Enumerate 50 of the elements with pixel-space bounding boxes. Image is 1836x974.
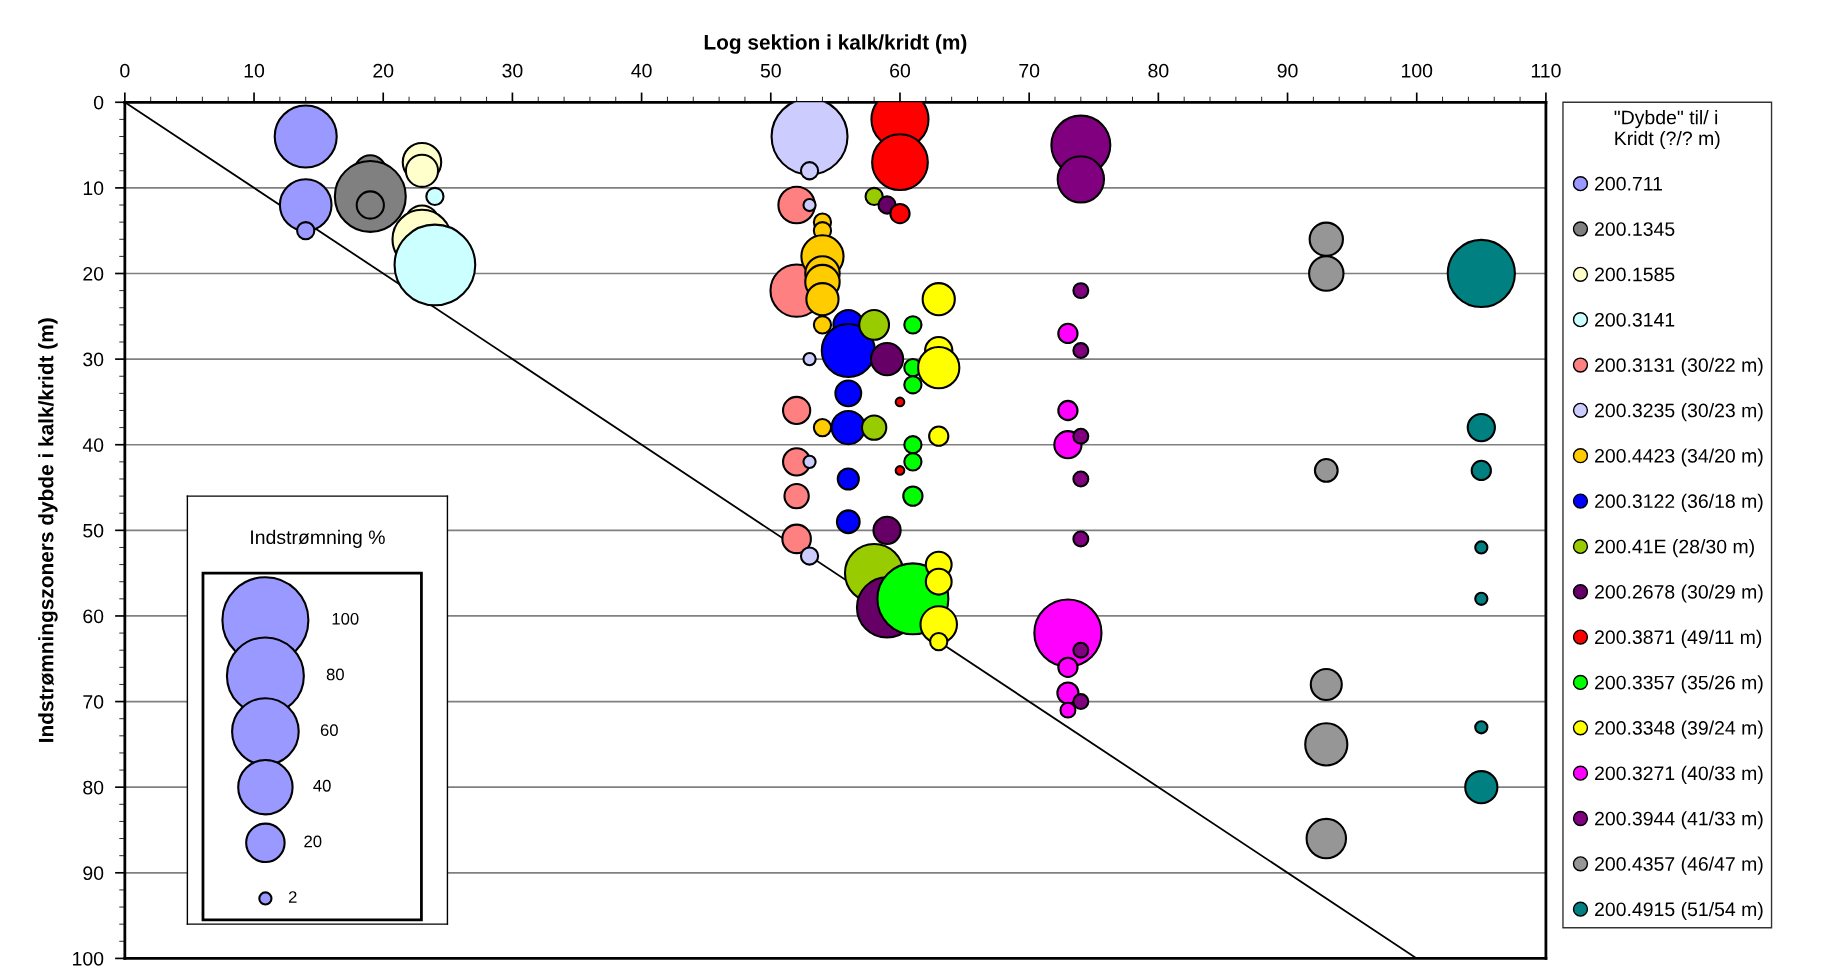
x-tick-label: 60: [890, 63, 911, 78]
legend-label: 200.3141: [1595, 312, 1675, 327]
legend-label: 200.1345: [1595, 222, 1675, 236]
legend-label: 200.3271 (40/33 m): [1595, 765, 1763, 784]
legend-label: 200.3131 (30/22 m): [1595, 357, 1763, 376]
y-tick-label: 70: [83, 695, 104, 709]
legend-label: 40: [313, 779, 331, 792]
legend-label: 200.3348 (39/24 m): [1595, 720, 1763, 739]
y-tick-label: 10: [83, 181, 104, 196]
legend-label: 200.1585: [1595, 267, 1675, 282]
legend-label: 200.3871 (49/11 m): [1595, 629, 1762, 648]
y-tick-label: 100: [73, 951, 104, 966]
y-tick-label: 30: [83, 352, 104, 367]
x-tick-label: 90: [1277, 63, 1298, 78]
legend-label: 200.4915 (51/54 m): [1595, 901, 1763, 921]
legend-label: 200.2678 (30/29 m): [1595, 584, 1763, 603]
y-tick-label: 80: [83, 780, 104, 795]
x-tick-label: 100: [1401, 63, 1433, 78]
y-tick-label: 0: [93, 95, 104, 110]
legend-label: 200.3944 (41/33 m): [1595, 811, 1763, 830]
x-tick-label: 50: [760, 63, 781, 78]
x-tick-label: 30: [502, 63, 523, 78]
legend-label: 80: [326, 668, 344, 681]
legend-label: 200.711: [1595, 176, 1662, 191]
legend-label: 100: [332, 612, 359, 625]
y-axis-title: Indstrømningszoners dybde i kalk/kridt (m): [38, 318, 58, 742]
y-tick-label: 60: [83, 609, 104, 624]
legend-label: 2: [288, 891, 297, 903]
y-tick-label: 50: [83, 523, 104, 538]
y-tick-label: 90: [83, 866, 104, 881]
legend-label: 60: [320, 724, 338, 737]
y-tick-label: 20: [83, 266, 104, 281]
x-tick-label: 80: [1148, 63, 1169, 78]
legend-label: 200.3357 (35/26 m): [1595, 675, 1763, 694]
y-tick-label: 40: [82, 438, 104, 452]
legend-label: 200.3122 (36/18 m): [1595, 493, 1763, 512]
x-tick-label: 70: [1019, 63, 1040, 78]
x-tick-label: 40: [631, 63, 652, 78]
x-axis-title: Log sektion i kalk/kridt (m): [704, 34, 967, 54]
x-tick-label: 110: [1531, 63, 1561, 78]
legend-label: 20: [304, 835, 322, 848]
legend-label: 200.4423 (34/20 m): [1595, 448, 1763, 467]
annotation: Indstrømning %: [251, 529, 385, 548]
x-tick-label: 10: [244, 63, 265, 78]
x-tick-label: 20: [373, 63, 394, 78]
legend-label: 200.3235 (30/23 m): [1595, 403, 1763, 422]
legend-label: 200.41E (28/30 m): [1595, 539, 1754, 558]
legend-title: "Dybde" til/ i Kridt (?/? m): [1614, 110, 1720, 150]
x-tick-label: 0: [120, 63, 130, 78]
legend-label: 200.4357 (46/47 m): [1595, 856, 1763, 875]
